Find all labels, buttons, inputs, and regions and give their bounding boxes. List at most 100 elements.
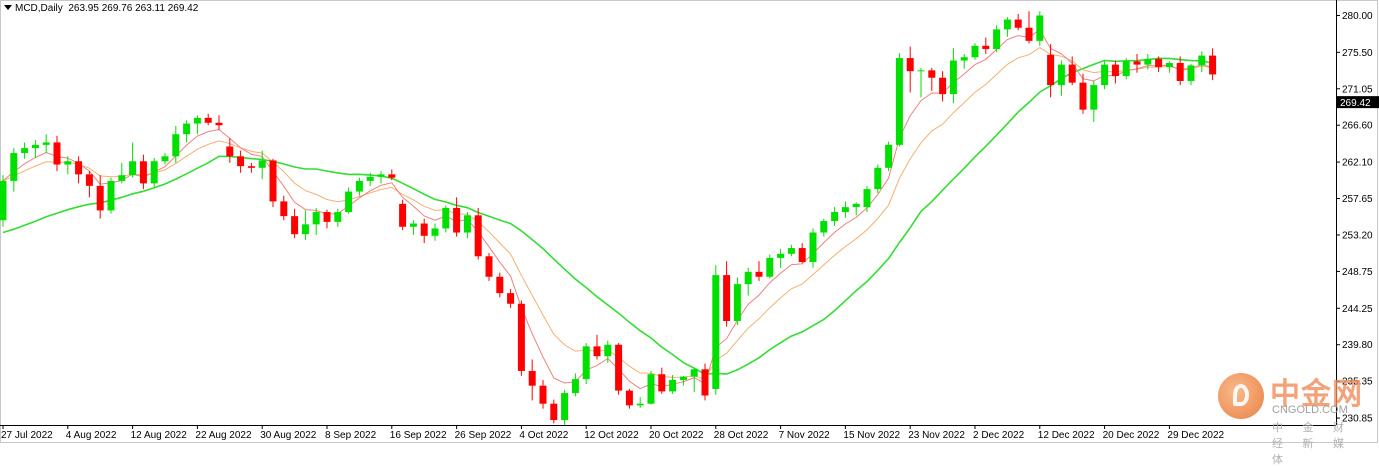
candle-body	[658, 374, 666, 392]
candle-body	[388, 174, 396, 178]
candle-body	[107, 180, 115, 211]
candle-body	[539, 385, 547, 404]
chart-header: MCD,Daily 263.95 269.76 263.11 269.42	[4, 3, 198, 14]
candle-body	[161, 156, 169, 162]
x-tick-label: 4 Oct 2022	[519, 430, 568, 441]
candle-body	[874, 167, 882, 190]
candle-body	[1047, 54, 1055, 86]
candle-body	[949, 60, 957, 95]
y-tick-label: 235.35	[1342, 377, 1373, 388]
candle-body	[636, 403, 644, 406]
chevron-down-icon[interactable]	[4, 5, 12, 10]
candle-body	[10, 153, 18, 181]
candle-body	[226, 146, 234, 157]
candle-body	[852, 203, 860, 208]
candle-body	[258, 160, 266, 168]
x-tick-label: 2 Dec 2022	[973, 430, 1025, 441]
candle-body	[139, 161, 147, 184]
candle-body	[571, 379, 579, 394]
candle-body	[895, 58, 903, 145]
candle-body	[507, 293, 515, 304]
candle-body	[204, 117, 212, 123]
candle-body	[593, 346, 601, 357]
candle-body	[679, 376, 687, 380]
candle-body	[550, 403, 558, 421]
candle-body	[237, 156, 245, 167]
candle-body	[409, 223, 417, 227]
x-tick-label: 12 Aug 2022	[131, 430, 188, 441]
candle-body	[787, 248, 795, 254]
candle-body	[485, 256, 493, 277]
watermark: 中金网 CNGOLD.COM 中 金 财 经 新 媒 体	[1218, 369, 1378, 466]
x-tick-label: 15 Nov 2022	[843, 430, 900, 441]
candle-body	[312, 212, 320, 225]
y-tick-label: 239.80	[1342, 340, 1373, 351]
x-tick-label: 29 Dec 2022	[1167, 430, 1224, 441]
candle-body	[647, 374, 655, 404]
candle-body	[690, 369, 698, 377]
candle-body	[841, 207, 849, 213]
y-tick-label: 271.05	[1342, 84, 1373, 95]
x-tick-label: 12 Dec 2022	[1038, 430, 1095, 441]
candle-body	[701, 369, 709, 396]
y-tick-label: 266.60	[1342, 121, 1373, 132]
ma-fast-line	[2, 29, 1213, 390]
candle-body	[1187, 65, 1195, 81]
y-tick-label: 280.00	[1342, 11, 1373, 22]
candle-body	[744, 271, 752, 285]
y-tick-label: 257.65	[1342, 194, 1373, 205]
x-tick-label: 22 Aug 2022	[195, 430, 252, 441]
candle-body	[1133, 61, 1141, 65]
ohlc-values: 263.95 269.76 263.11 269.42	[68, 3, 199, 14]
candlestick-chart: 280.00 275.50 271.05 266.60 262.10 257.65 253.…	[0, 0, 1379, 443]
candle-body	[712, 275, 720, 389]
candle-body	[1090, 85, 1098, 110]
candle-body	[669, 379, 677, 392]
candle-body	[582, 346, 590, 380]
candle-body	[798, 248, 806, 263]
candle-body	[366, 176, 374, 181]
candle-body	[377, 174, 385, 177]
candle-body	[971, 45, 979, 58]
watermark-logo-icon	[1218, 373, 1264, 419]
x-tick-label: 28 Oct 2022	[714, 430, 769, 441]
y-tick-label: 248.75	[1342, 267, 1373, 278]
candle-body	[777, 253, 785, 258]
y-tick-label: 230.85	[1342, 414, 1373, 425]
candle-body	[1003, 19, 1011, 30]
x-tick-label: 7 Nov 2022	[779, 430, 831, 441]
candle-body	[1165, 62, 1173, 68]
x-tick-label: 27 Jul 2022	[1, 430, 53, 441]
candle-body	[463, 215, 471, 233]
candle-body	[172, 134, 180, 157]
candle-body	[442, 207, 450, 229]
watermark-subtitle: 中 金 财 经 新 媒 体	[1272, 421, 1352, 466]
candle-body	[496, 276, 504, 294]
candle-body	[399, 203, 407, 227]
candle-body	[215, 122, 223, 126]
candle-body	[928, 70, 936, 78]
x-tick-label: 20 Dec 2022	[1103, 430, 1160, 441]
candle-body	[733, 284, 741, 321]
candle-body	[1101, 64, 1109, 86]
candle-body	[0, 180, 7, 221]
candle-body	[420, 223, 428, 236]
candle-body	[1144, 58, 1152, 65]
candle-body	[1122, 61, 1130, 77]
candle-body	[291, 216, 299, 235]
candle-body	[917, 70, 925, 72]
candle-body	[323, 212, 331, 222]
candle-body	[150, 161, 158, 184]
candle-body	[561, 393, 569, 421]
x-tick-label: 16 Sep 2022	[390, 430, 447, 441]
candle-body	[75, 161, 83, 175]
candle-body	[1209, 55, 1217, 75]
x-tick-label: 20 Oct 2022	[649, 430, 704, 441]
candle-body	[474, 215, 482, 257]
x-tick-label: 26 Sep 2022	[455, 430, 512, 441]
candle-body	[625, 390, 633, 406]
x-tick-label: 8 Sep 2022	[325, 430, 377, 441]
candle-body	[766, 257, 774, 277]
candle-body	[1155, 58, 1163, 68]
candle-body	[755, 271, 763, 277]
